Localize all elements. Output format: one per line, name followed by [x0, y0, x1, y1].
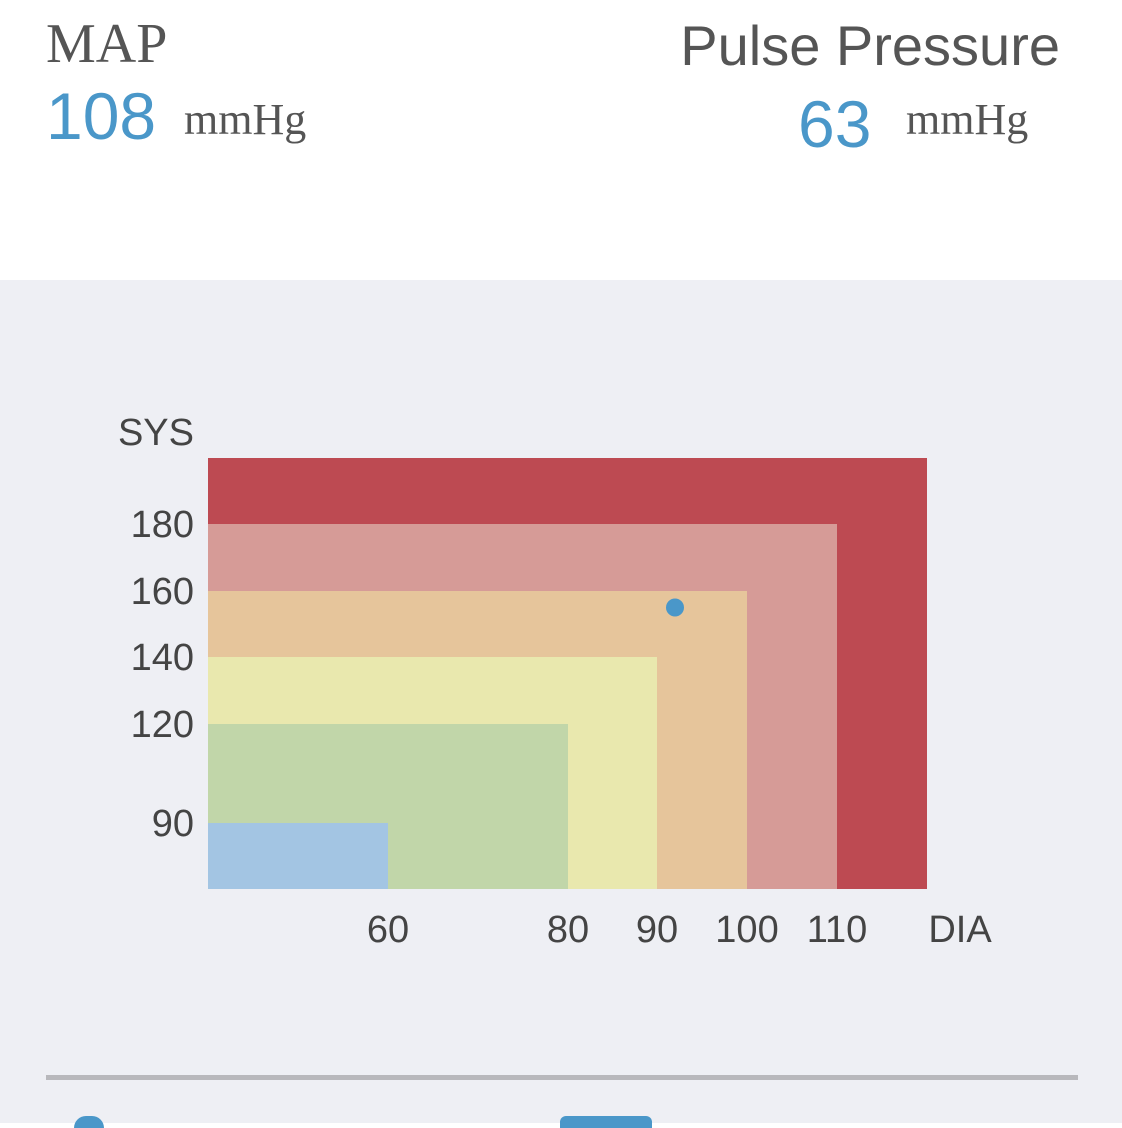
tab-icon[interactable] — [560, 1116, 652, 1128]
blood-pressure-chart: 180 160 140 120 90 60 80 90 100 110 SYS DIA — [118, 412, 992, 951]
map-value: 108 — [46, 79, 157, 153]
y-tick-label-3: 120 — [131, 704, 194, 746]
y-tick-label-1: 160 — [131, 571, 194, 613]
zone-5 — [208, 823, 388, 889]
y-tick-label-0: 180 — [131, 504, 194, 546]
map-unit: mmHg — [184, 95, 307, 144]
summary-panel: MAP 108 mmHg Pulse Pressure 63 mmHg — [0, 0, 1122, 280]
y-axis-label: SYS — [118, 412, 194, 454]
x-tick-label-2: 90 — [636, 909, 678, 951]
x-tick-label-3: 100 — [715, 909, 778, 951]
map-label: MAP — [46, 13, 168, 75]
x-tick-label-1: 80 — [547, 909, 589, 951]
tab-icon[interactable] — [74, 1116, 104, 1128]
pulse-pressure-unit: mmHg — [906, 95, 1029, 144]
x-tick-label-0: 60 — [367, 909, 409, 951]
y-tick-label-2: 140 — [131, 637, 194, 679]
pulse-pressure-label: Pulse Pressure — [680, 14, 1060, 77]
pulse-pressure-value: 63 — [798, 87, 872, 161]
x-axis-label: DIA — [928, 909, 992, 951]
blood-pressure-chart-panel: 180 160 140 120 90 60 80 90 100 110 SYS DIA — [0, 280, 1122, 1128]
x-tick-label-4: 110 — [807, 909, 868, 951]
divider — [46, 1075, 1078, 1080]
y-tick-label-4: 90 — [152, 803, 194, 845]
data-point-0 — [666, 598, 684, 617]
